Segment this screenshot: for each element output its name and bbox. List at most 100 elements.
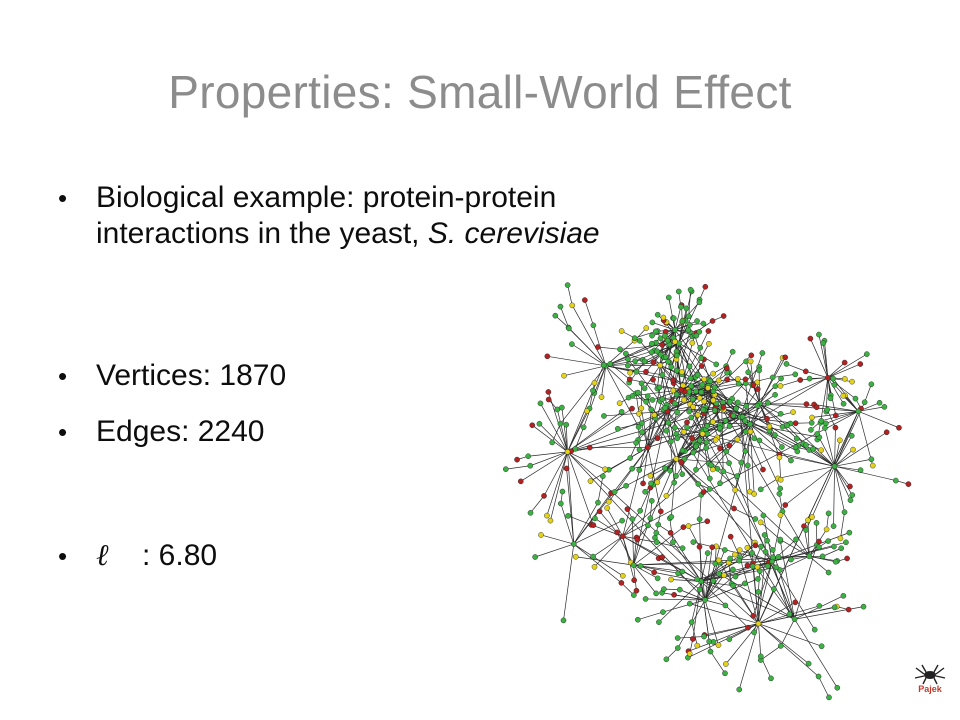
network-edge [659,365,682,391]
network-node [665,358,671,365]
network-edge [794,606,864,620]
network-node [699,381,706,388]
network-node [706,638,713,645]
network-node [847,483,853,490]
network-edge [758,623,809,664]
network-node [744,562,751,569]
network-node [686,600,693,607]
network-edge [679,589,706,601]
network-node [635,616,641,623]
network-edge [565,424,568,452]
network-node [837,437,843,444]
network-node [831,543,837,550]
network-node [545,389,552,395]
network-edge [647,409,652,448]
network-edge [822,343,829,378]
network-node [663,427,670,434]
network-node [685,327,692,333]
network-node [777,536,784,543]
network-edge [658,557,702,582]
network-node [766,423,773,430]
network-edge [834,431,887,467]
network-node [742,417,748,424]
network-node [657,335,664,342]
network-node [657,362,663,369]
network-edge [777,465,835,479]
network-edge [678,343,689,394]
bullet-text: Biological example: protein-protein [96,181,557,214]
network-edge [834,384,859,412]
network-node [559,488,566,495]
network-node [754,403,761,409]
network-node [779,444,785,450]
network-node [694,642,701,649]
network-edge [825,377,829,412]
network-edge [702,433,711,479]
network-node [659,396,666,402]
network-edge [589,382,595,409]
network-edge [676,458,735,509]
network-node [861,399,868,406]
network-node [635,424,642,430]
network-node [717,480,723,487]
network-node [826,694,832,701]
network-edge [567,390,594,452]
network-node [686,408,693,415]
network-edge [704,599,726,606]
network-edge [711,421,750,425]
network-node [653,590,659,597]
network-node [674,635,681,641]
network-node [704,518,711,525]
network-node [813,520,820,526]
network-edge [584,299,594,326]
network-node [830,523,837,529]
network-node [711,384,718,391]
network-node [743,403,750,409]
network-node [793,435,800,442]
network-edge [700,552,753,582]
network-node [768,675,774,682]
network-node [647,515,654,522]
network-node [892,477,899,484]
network-edge [812,448,835,467]
network-node [806,553,813,560]
network-node [745,624,751,631]
network-edge [719,448,742,463]
network-node [714,465,721,472]
network-node [809,414,815,421]
network-edge [834,466,845,513]
network-node [802,368,809,375]
network-node [602,466,608,473]
network-node [695,481,702,487]
network-node [773,564,780,571]
network-edge [790,555,810,560]
network-node [625,356,631,362]
network-node [727,533,734,540]
network-node [852,395,859,402]
network-edge [811,466,835,518]
network-edge [597,346,621,350]
network-node [650,376,656,383]
network-edge [645,598,706,601]
network-node [557,420,564,427]
network-node [883,429,890,436]
network-node [656,619,662,625]
network-edge [704,563,716,601]
network-node [629,465,635,472]
network-node [803,442,809,448]
network-node [660,314,667,321]
network-edge [621,582,635,596]
network-node [792,444,799,451]
network-node [727,555,733,562]
network-edge [771,561,790,615]
network-edge [668,297,676,331]
network-node [777,512,784,518]
network-node [618,409,625,415]
network-node [697,586,703,593]
network-edge [779,457,782,480]
network-node [825,374,831,381]
network-node [544,353,551,360]
network-edge [567,408,633,453]
network-edge [729,423,751,446]
network-node [784,422,790,429]
